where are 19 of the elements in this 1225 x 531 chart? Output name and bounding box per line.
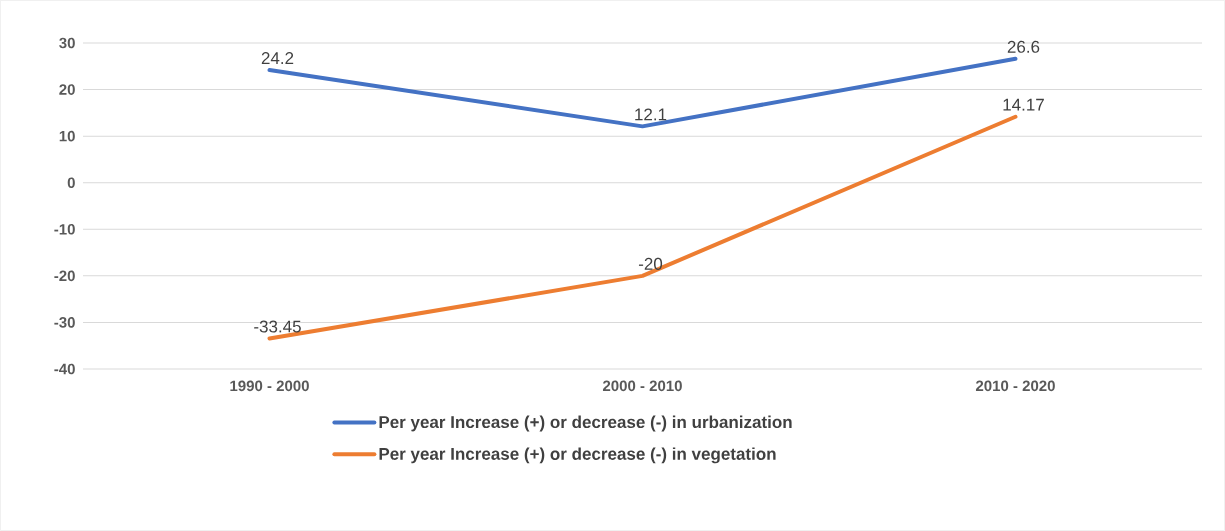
legend-label: Per year Increase (+) or decrease (-) in urbanization <box>379 415 792 432</box>
y-tick-label: 20 <box>59 84 75 95</box>
x-tick-label: 2000 - 2010 <box>602 380 682 392</box>
y-tick-label: -20 <box>54 270 75 282</box>
data-label: -20 <box>638 257 663 270</box>
y-tick-label: 0 <box>67 177 75 189</box>
legend-label: Per year Increase (+) or decrease (-) in vegetation <box>379 447 776 464</box>
y-tick-label: -10 <box>54 223 75 235</box>
data-label: 26.6 <box>1007 40 1040 53</box>
x-tick-label: 1990 - 2000 <box>230 380 309 392</box>
y-tick-label: 30 <box>59 37 75 49</box>
data-label: 12.1 <box>635 108 667 121</box>
data-label: -33.45 <box>254 320 301 333</box>
data-label: 14.17 <box>1003 98 1044 111</box>
data-label: 24.2 <box>261 52 294 64</box>
y-tick-label: -40 <box>54 363 75 375</box>
x-tick-label: 2010 - 2020 <box>975 380 1055 392</box>
y-tick-label: 10 <box>59 130 75 142</box>
y-tick-label: -30 <box>54 317 75 328</box>
